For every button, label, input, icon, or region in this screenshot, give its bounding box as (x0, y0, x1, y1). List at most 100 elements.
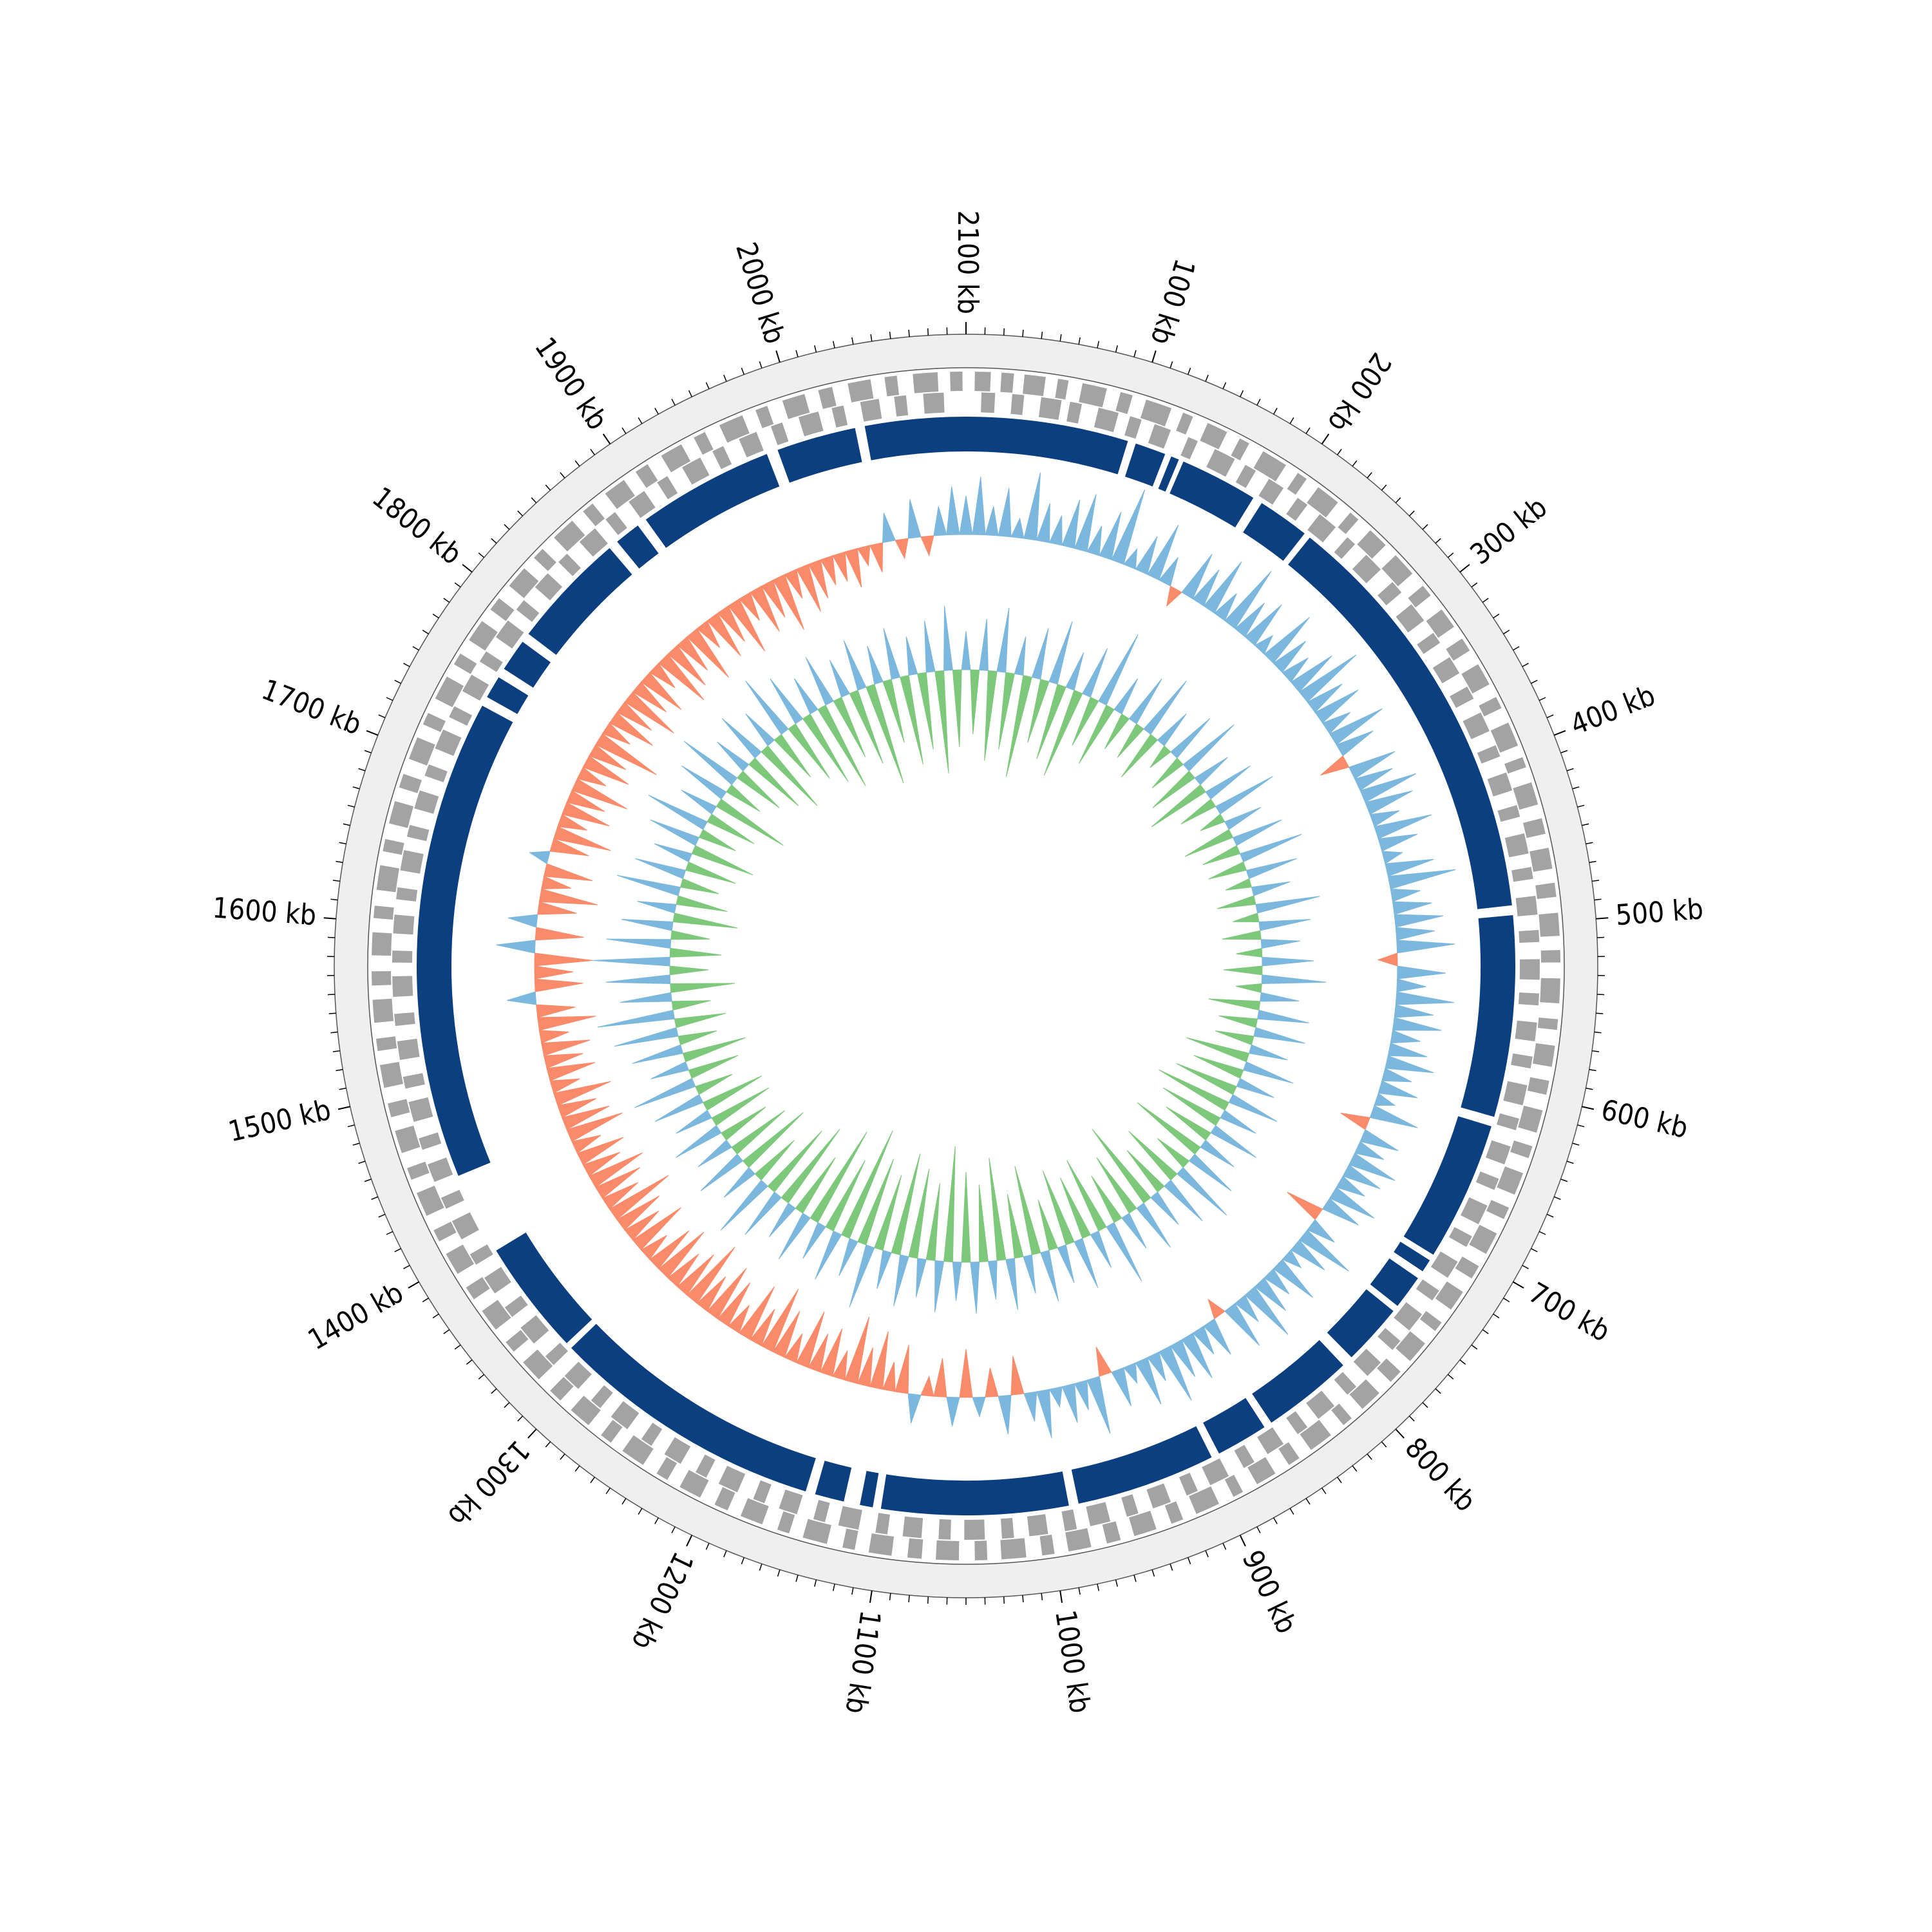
major-tick (602, 433, 611, 445)
track-spike (893, 1254, 909, 1307)
track-spike (1387, 869, 1456, 890)
gene (374, 905, 394, 920)
minor-tick (889, 1593, 891, 1600)
gene (1128, 1510, 1157, 1537)
gene (579, 528, 608, 557)
gene (462, 674, 489, 701)
gene (372, 932, 392, 956)
minor-tick (671, 399, 676, 406)
minor-tick (1321, 1488, 1327, 1495)
gene (466, 1277, 490, 1300)
track-spike (1061, 500, 1081, 549)
track-spike (1146, 524, 1179, 581)
tick-label: 500 kb (1615, 893, 1705, 932)
gene (1231, 438, 1249, 460)
track-spike (650, 819, 700, 846)
gene (1450, 687, 1474, 708)
track-spike (566, 1112, 623, 1142)
track-spike (1078, 705, 1115, 764)
gene (682, 457, 710, 485)
track-spike (616, 1195, 660, 1231)
gene (1497, 1166, 1524, 1195)
track-spike (1222, 930, 1262, 940)
track-spike (1074, 1238, 1099, 1288)
minor-tick (1078, 1587, 1081, 1595)
track-spike (1340, 1112, 1370, 1130)
track-spike (1192, 1325, 1215, 1354)
major-tick (1395, 1428, 1405, 1439)
track-spike (1245, 858, 1297, 880)
track-spike (658, 1231, 705, 1279)
minor-tick (531, 497, 537, 504)
track-spike (793, 678, 819, 715)
gene (1200, 422, 1227, 450)
gene (1479, 697, 1502, 717)
gene (981, 392, 996, 413)
track-spike (566, 790, 605, 812)
gene (1206, 449, 1235, 477)
gene (383, 838, 404, 855)
track-spike (1157, 714, 1187, 746)
gene (490, 598, 515, 621)
track-spike (1122, 547, 1138, 570)
gene (1027, 1514, 1048, 1537)
track-spike (750, 1309, 775, 1347)
track-spike (1040, 1249, 1059, 1302)
gene (1463, 712, 1490, 739)
minor-tick (454, 1344, 461, 1350)
gene (753, 1480, 772, 1504)
track-spike (1254, 634, 1274, 655)
track-spike (1374, 1092, 1396, 1106)
track-spike (1394, 914, 1444, 928)
track-spike (592, 956, 670, 967)
track-spike (1298, 654, 1357, 703)
track-spike (1257, 1009, 1309, 1023)
gene (860, 399, 882, 422)
minor-tick (1447, 1374, 1454, 1379)
track-spike (582, 1151, 621, 1177)
track-spike (1162, 1087, 1221, 1126)
track-spike (1387, 1042, 1428, 1057)
track-spike (882, 1361, 896, 1392)
minor-tick (1059, 334, 1062, 342)
track-spike (1036, 1388, 1052, 1439)
track-spike (1095, 1347, 1112, 1377)
minor-tick (621, 427, 627, 434)
gene (938, 1519, 951, 1540)
minor-tick (1592, 880, 1600, 882)
minor-tick (358, 768, 366, 772)
track-spike (1392, 901, 1432, 915)
track-spike (589, 744, 627, 770)
tick-label: 1800 kb (366, 481, 468, 571)
minor-tick (1503, 629, 1510, 634)
track-spike (1377, 952, 1398, 967)
gene (622, 1435, 654, 1465)
gene (1497, 805, 1520, 822)
track-spike (1091, 1175, 1122, 1224)
track-spike (917, 672, 934, 750)
track-spike (1255, 896, 1320, 914)
track-spike (744, 1191, 782, 1235)
minor-tick (1493, 613, 1500, 619)
tick-label: 2100 kb (951, 211, 984, 314)
minor-tick (504, 524, 510, 530)
track-spike (1014, 1166, 1041, 1256)
major-tick (869, 1590, 873, 1603)
track-spike (695, 1074, 733, 1095)
minor-tick (851, 337, 854, 345)
major-tick (366, 730, 379, 736)
track-spike (1282, 1249, 1302, 1269)
gene (1461, 664, 1490, 694)
track-spike (825, 1160, 866, 1232)
track-spike (810, 1132, 867, 1224)
track-spike (745, 714, 775, 746)
minor-tick (339, 1087, 346, 1090)
track-spike (1348, 1152, 1396, 1181)
track-spike (1354, 768, 1393, 791)
track-spike (562, 802, 610, 827)
minor-tick (1546, 714, 1554, 719)
minor-tick (1546, 1213, 1554, 1218)
track-spike (621, 919, 674, 931)
minor-tick (517, 1416, 524, 1422)
track-spike (654, 1094, 704, 1122)
